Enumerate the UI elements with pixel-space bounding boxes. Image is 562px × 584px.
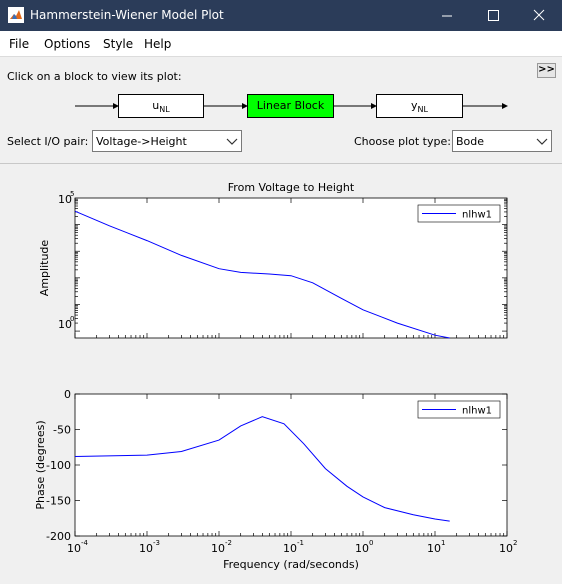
x-tick-label-exp: -2 [225, 539, 232, 547]
phase-y-tick-label: -50 [53, 424, 71, 437]
block-connectors [75, 103, 508, 109]
expand-button[interactable]: >> [537, 63, 556, 78]
phase-ticks: 10 -4 10 -3 10 -2 10 -1 10 0 10 1 10 20-50-100-150-20… [46, 388, 517, 555]
phase-legend[interactable]: nlhw1 [417, 400, 501, 419]
amplitude-x-ticks [74, 198, 508, 338]
plot-type-select[interactable]: Bode [452, 130, 552, 152]
menu-help[interactable]: Help [144, 37, 172, 51]
x-tick-label-base: 10 [283, 542, 297, 555]
title-bar: Hammerstein-Wiener Model Plot [0, 0, 562, 31]
amp-ytick-top-base: 10 [58, 193, 72, 206]
amplitude-legend-box [417, 204, 501, 223]
phase-y-tick-label: -100 [46, 459, 71, 472]
block-hint: Click on a block to view its plot: [7, 70, 182, 83]
linear-block[interactable]: Linear Block [247, 94, 334, 118]
x-tick-label-exp: 0 [369, 539, 373, 547]
x-tick-label-exp: 2 [513, 539, 517, 547]
output-block-subscript: NL [417, 105, 428, 115]
phase-legend-label: nlhw1 [462, 406, 492, 417]
plot-type-label: Choose plot type: [354, 135, 451, 148]
amplitude-series-line [74, 210, 450, 339]
input-block-subscript: NL [159, 105, 170, 115]
input-nonlinearity-block[interactable]: uNL [118, 94, 204, 118]
output-nonlinearity-block[interactable]: yNL [376, 94, 463, 118]
x-tick-label-base: 10 [499, 542, 513, 555]
amp-ytick-top-exp: 5 [70, 190, 74, 198]
chevron-down-icon [226, 138, 238, 145]
plot-area: From Voltage to Height 10 5 10 0 Amplitu… [0, 164, 562, 584]
minimize-icon [442, 15, 452, 17]
phase-y-tick-label: -200 [46, 530, 71, 543]
menu-bar: File Options Style Help [0, 31, 562, 57]
io-pair-label: Select I/O pair: [7, 135, 89, 148]
block-panel: Click on a block to view its plot: >> uN… [0, 57, 562, 164]
input-block-label: u [152, 99, 160, 112]
plot-title: From Voltage to Height [228, 181, 355, 194]
x-tick-label-exp: -3 [153, 539, 160, 547]
bode-plot[interactable]: From Voltage to Height 10 5 10 0 Amplitu… [0, 164, 562, 584]
close-button[interactable] [516, 0, 562, 31]
amp-ytick-bottom-exp: 0 [70, 315, 74, 323]
x-tick-label-exp: -1 [297, 539, 304, 547]
x-tick-label-exp: -4 [81, 539, 89, 547]
menu-options[interactable]: Options [44, 37, 91, 51]
maximize-icon [488, 10, 499, 21]
matlab-icon [8, 7, 24, 23]
phase-ylabel: Phase (degrees) [34, 420, 47, 509]
window-title: Hammerstein-Wiener Model Plot [30, 8, 224, 22]
maximize-button[interactable] [470, 0, 516, 31]
x-tick-label-base: 10 [355, 542, 369, 555]
close-icon [533, 9, 545, 21]
menu-file[interactable]: File [9, 37, 30, 51]
x-tick-label-exp: 1 [441, 539, 445, 547]
phase-legend-box [417, 400, 501, 419]
x-tick-label-base: 10 [211, 542, 225, 555]
chevron-down-icon [536, 138, 548, 145]
x-tick-label-base: 10 [67, 542, 81, 555]
output-block-label: y [411, 99, 418, 112]
io-pair-value: Voltage->Height [96, 135, 187, 148]
phase-series-line [74, 416, 450, 522]
frequency-xlabel: Frequency (rad/seconds) [223, 558, 359, 571]
x-tick-label-base: 10 [139, 542, 153, 555]
x-tick-label-base: 10 [427, 542, 441, 555]
phase-y-tick-label: 0 [64, 388, 71, 401]
amplitude-legend-label: nlhw1 [462, 210, 492, 221]
io-pair-select[interactable]: Voltage->Height [92, 130, 242, 152]
menu-style[interactable]: Style [103, 37, 134, 51]
amplitude-legend[interactable]: nlhw1 [417, 204, 501, 223]
amp-ytick-bottom-base: 10 [58, 318, 72, 331]
phase-y-tick-label: -150 [46, 495, 71, 508]
minimize-button[interactable] [424, 0, 470, 31]
plot-type-value: Bode [456, 135, 485, 148]
amplitude-ylabel: Amplitude [38, 240, 51, 297]
